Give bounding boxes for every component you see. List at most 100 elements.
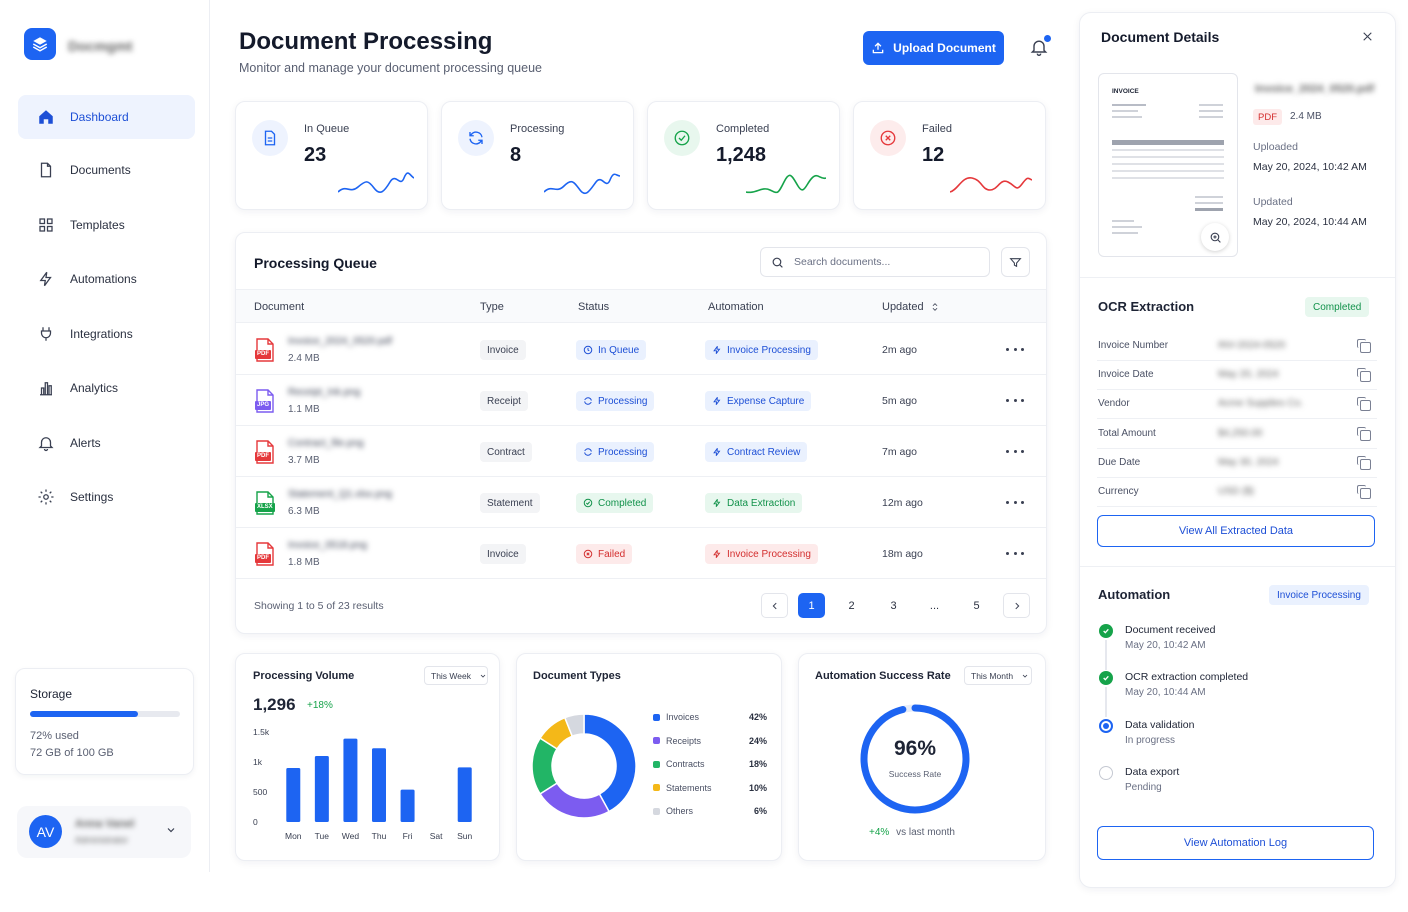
- app-logo[interactable]: [24, 28, 56, 60]
- uploaded-value: May 20, 2024, 10:42 AM: [1253, 161, 1367, 173]
- notification-bell[interactable]: [1029, 35, 1051, 63]
- success-delta-value: +4%: [869, 827, 890, 838]
- sidebar-item-integrations[interactable]: Integrations: [18, 312, 195, 356]
- donut-slice-receipts[interactable]: [539, 782, 611, 819]
- ocr-field-value: USD ($): [1218, 486, 1255, 497]
- copy-icon[interactable]: [1357, 426, 1371, 441]
- sidebar-item-dashboard[interactable]: Dashboard: [18, 95, 195, 139]
- column-updated[interactable]: Updated: [882, 301, 940, 313]
- copy-icon[interactable]: [1357, 368, 1371, 383]
- volume-period-select[interactable]: This Week: [424, 666, 488, 685]
- table-row[interactable]: [236, 426, 1046, 477]
- document-name[interactable]: Statement_Q1.xlsx.png: [288, 489, 392, 500]
- filter-icon: [1009, 257, 1022, 267]
- table-row[interactable]: [236, 375, 1046, 426]
- copy-icon[interactable]: [1357, 397, 1371, 412]
- bar-tue[interactable]: [314, 756, 329, 822]
- donut-slice-invoices[interactable]: [583, 713, 637, 813]
- step-subtitle: May 20, 10:42 AM: [1125, 640, 1206, 651]
- user-menu[interactable]: AV Anna Vanel Administrator: [17, 806, 191, 858]
- legend-value: 24%: [748, 735, 767, 746]
- document-thumbnail[interactable]: INVOICE: [1098, 73, 1238, 257]
- automation-label: Expense Capture: [727, 395, 805, 407]
- filter-button[interactable]: [1001, 247, 1030, 277]
- row-more-button[interactable]: [1006, 393, 1024, 407]
- type-badge: Receipt: [480, 391, 528, 411]
- donut-slice-others[interactable]: [563, 713, 585, 738]
- bar-mon[interactable]: [286, 768, 301, 822]
- bar-wed[interactable]: [343, 738, 358, 822]
- sidebar-item-analytics[interactable]: Analytics: [18, 366, 195, 410]
- copy-icon[interactable]: [1357, 485, 1371, 499]
- more-icon: [1021, 398, 1024, 402]
- bell-icon: [36, 433, 56, 453]
- automation-label: Contract Review: [727, 446, 801, 458]
- view-all-extracted-button[interactable]: View All Extracted Data: [1097, 515, 1375, 547]
- row-more-button[interactable]: [1006, 546, 1024, 560]
- ocr-field-label: Invoice Date: [1098, 369, 1154, 381]
- page-ellipsis: ...: [929, 599, 940, 612]
- row-more-button[interactable]: [1006, 495, 1024, 509]
- automation-badge[interactable]: Contract Review: [705, 442, 808, 462]
- page-1-button[interactable]: 1: [798, 593, 825, 618]
- bar-thu[interactable]: [372, 748, 386, 822]
- sidebar-item-alerts[interactable]: Alerts: [18, 421, 195, 465]
- row-more-button[interactable]: [1006, 444, 1024, 458]
- stat-card-completed: Completed 1,248: [647, 101, 840, 210]
- thumb-line: [1112, 104, 1146, 106]
- automation-badge[interactable]: Invoice Processing: [705, 544, 818, 564]
- next-page-button[interactable]: [1003, 593, 1030, 618]
- sidebar-item-automations[interactable]: Automations: [18, 257, 195, 301]
- upload-document-button[interactable]: Upload Document: [863, 31, 1004, 65]
- automation-badge[interactable]: Expense Capture: [705, 391, 812, 411]
- view-automation-log-button[interactable]: View Automation Log: [1097, 826, 1374, 860]
- type-badge: Invoice: [480, 340, 526, 360]
- row-more-button[interactable]: [1006, 342, 1024, 356]
- document-name[interactable]: Invoice_2024_0520.pdf: [288, 336, 392, 347]
- search-input[interactable]: Search documents...: [760, 247, 990, 277]
- sidebar-item-templates[interactable]: Templates: [18, 203, 195, 247]
- updated-value: May 20, 2024, 10:44 AM: [1253, 216, 1367, 228]
- copy-icon[interactable]: [1357, 339, 1371, 353]
- sidebar-item-settings[interactable]: Settings: [18, 475, 195, 519]
- copy-icon[interactable]: [1357, 455, 1371, 470]
- page-3-button[interactable]: 3: [890, 599, 897, 612]
- close-button[interactable]: [1361, 30, 1374, 48]
- more-icon: [1006, 449, 1009, 453]
- automation-title: Automation: [1098, 587, 1171, 602]
- bar-fri[interactable]: [400, 789, 415, 822]
- page-5-button[interactable]: 5: [973, 599, 980, 612]
- avatar: AV: [29, 815, 62, 848]
- prev-page-button[interactable]: [761, 593, 788, 618]
- stat-value: 12: [922, 144, 945, 166]
- automation-badge[interactable]: Invoice Processing: [705, 340, 818, 360]
- document-name[interactable]: Receipt_Ink.png: [288, 387, 361, 398]
- page-2-button[interactable]: 2: [848, 599, 855, 612]
- success-delta: +4% vs last month: [869, 827, 955, 838]
- document-name[interactable]: Invoice_0518.png: [288, 540, 367, 551]
- bar-sun[interactable]: [457, 767, 472, 822]
- table-row[interactable]: [236, 528, 1046, 579]
- details-title: Document Details: [1101, 29, 1220, 45]
- bolt-icon: [713, 345, 721, 355]
- y-tick-label: 1.5k: [253, 727, 270, 737]
- status-label: In Queue: [598, 344, 640, 356]
- updated-time: 2m ago: [882, 344, 918, 356]
- legend-item: Statements: [653, 783, 712, 793]
- chevron-down-icon: [165, 823, 177, 841]
- thumb-line: [1112, 177, 1224, 179]
- table-row[interactable]: [236, 324, 1046, 375]
- sidebar-item-documents[interactable]: Documents: [18, 148, 195, 192]
- file-ext-label: PDF: [255, 554, 271, 563]
- bar-chart-icon: [36, 378, 56, 398]
- column-automation: Automation: [708, 301, 764, 313]
- table-row[interactable]: [236, 477, 1046, 528]
- details-size: 2.4 MB: [1290, 111, 1322, 122]
- x-circle-icon: [583, 549, 593, 559]
- refresh-icon: [458, 120, 494, 156]
- automation-badge[interactable]: Data Extraction: [705, 493, 803, 513]
- zoom-button[interactable]: [1201, 223, 1229, 251]
- document-name[interactable]: Contract_file.png: [288, 438, 364, 449]
- success-period-select[interactable]: This Month: [964, 666, 1032, 685]
- legend-swatch: [653, 784, 660, 791]
